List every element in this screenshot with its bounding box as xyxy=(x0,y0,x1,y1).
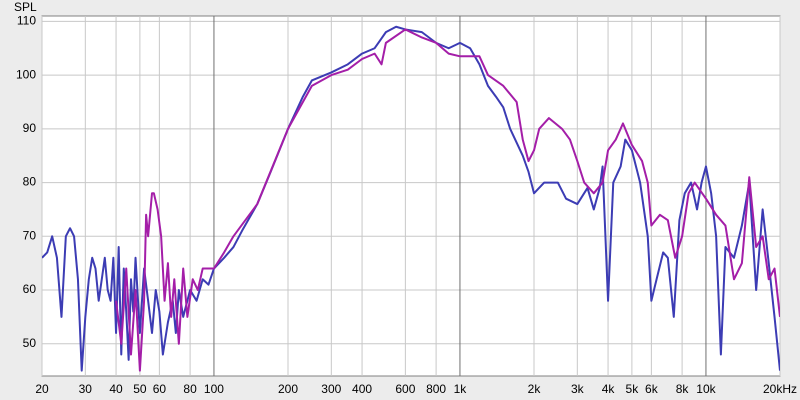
x-tick-label: 60 xyxy=(153,382,167,396)
x-tick-label: 8k xyxy=(676,382,690,396)
x-tick-label: 20kHz xyxy=(763,382,797,396)
plot-area xyxy=(41,15,781,377)
y-tick-label: 80 xyxy=(23,175,37,189)
x-tick-label: 10k xyxy=(696,382,716,396)
x-tick-label: 20 xyxy=(35,382,49,396)
y-tick-label: 50 xyxy=(23,336,37,350)
y-tick-label: 70 xyxy=(23,228,37,242)
line-series xyxy=(115,28,780,372)
line-series xyxy=(42,25,780,372)
x-tick-label: 5k xyxy=(626,382,640,396)
x-tick-label: 300 xyxy=(321,382,341,396)
x-tick-label: 400 xyxy=(352,382,372,396)
x-tick-label: 80 xyxy=(183,382,197,396)
x-tick-label: 30 xyxy=(79,382,93,396)
x-tick-label: 100 xyxy=(204,382,224,396)
x-tick-label: 200 xyxy=(278,382,298,396)
x-tick-label: 6k xyxy=(645,382,659,396)
x-tick-label: 800 xyxy=(426,382,446,396)
x-tick-label: 50 xyxy=(133,382,147,396)
y-tick-label: 110 xyxy=(17,14,36,28)
y-axis-label: SPL xyxy=(14,0,37,14)
x-tick-label: 1k xyxy=(454,382,468,396)
x-tick-label: 2k xyxy=(528,382,542,396)
y-tick-label: 60 xyxy=(23,282,37,296)
y-tick-label: 100 xyxy=(16,67,36,81)
x-tick-label: 4k xyxy=(602,382,616,396)
y-tick-label: 90 xyxy=(23,121,37,135)
x-tick-label: 600 xyxy=(395,382,415,396)
x-tick-label: 3k xyxy=(571,382,585,396)
x-tick-label: 40 xyxy=(109,382,123,396)
